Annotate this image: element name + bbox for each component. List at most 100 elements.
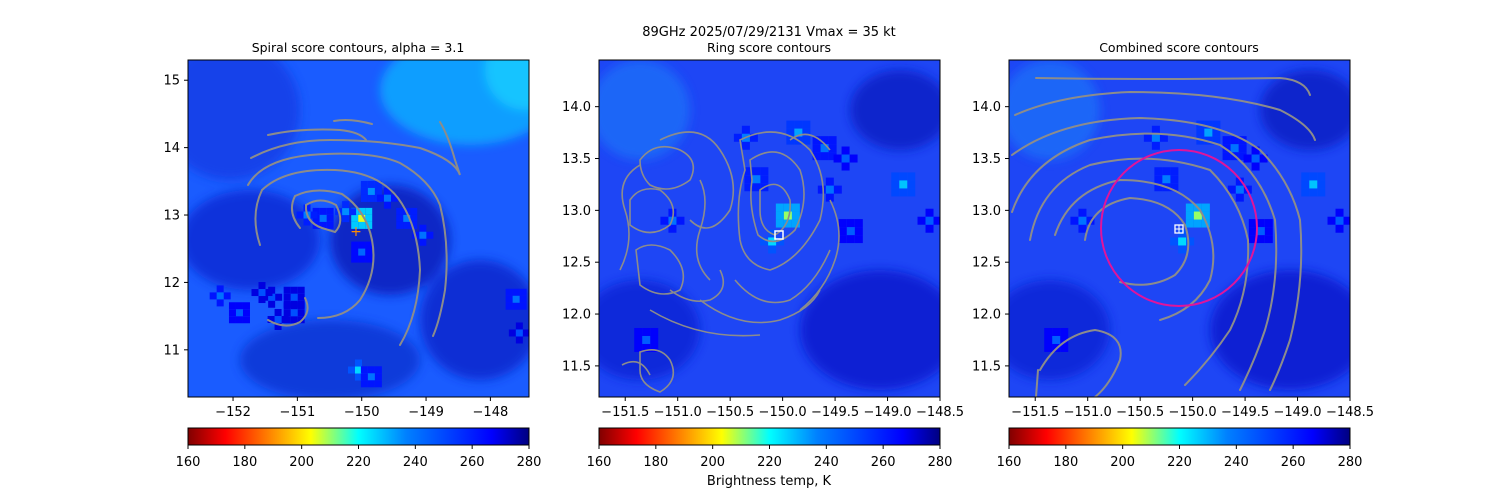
feature-cell <box>235 316 243 324</box>
figure-suptitle: 89GHz 2025/07/29/2131 Vmax = 35 kt <box>642 25 896 40</box>
feature-cell-cluster <box>360 366 382 388</box>
center-cross <box>1175 225 1183 233</box>
feature-cell <box>899 172 908 181</box>
y-tick-label: 12 <box>163 276 180 291</box>
feature-cell <box>1060 335 1069 344</box>
colorbar-tick-label: 220 <box>757 455 782 470</box>
feature-core <box>1335 216 1344 225</box>
colorbar-tick-label: 200 <box>289 455 314 470</box>
feature-cell <box>1060 327 1069 336</box>
feature-cell <box>749 133 758 142</box>
feature-core <box>383 194 391 202</box>
feature-cell <box>367 194 375 202</box>
feature-cell <box>838 219 847 228</box>
feature-cell-cluster <box>1044 327 1069 352</box>
x-tick-label: −149.5 <box>1221 405 1269 420</box>
feature-cell <box>1251 162 1260 171</box>
feature-cell <box>297 293 305 301</box>
feature-cell <box>786 128 795 137</box>
feature-cell <box>522 329 529 337</box>
feature-core <box>367 373 375 381</box>
feature-cell <box>1143 133 1152 142</box>
colorbar: 160 180 200 220 240 260 280 <box>176 427 541 470</box>
feature-cell-cluster <box>833 146 858 171</box>
feature-cell <box>650 343 659 352</box>
feature-cell <box>1317 188 1326 197</box>
feature-cell <box>854 227 863 236</box>
feature-cell <box>1256 219 1265 228</box>
x-tick-label: −150.5 <box>706 405 754 420</box>
feature-cell <box>360 373 368 381</box>
feature-cell <box>419 238 427 246</box>
x-tick-label: −150.0 <box>759 405 807 420</box>
feature-cell <box>760 167 769 176</box>
panel-combined: Combined score contours <box>972 40 1374 470</box>
feature-cell <box>1222 152 1231 161</box>
colorbar-tick-label: 240 <box>1224 455 1249 470</box>
feature-cell <box>854 219 863 228</box>
feature-core <box>358 214 366 222</box>
feature-cell <box>505 302 513 310</box>
feature-cell <box>374 373 382 381</box>
feature-cell <box>825 177 834 186</box>
feature-cell <box>1238 152 1247 161</box>
feature-cell-cluster <box>838 219 863 244</box>
feature-cell <box>933 216 940 225</box>
feature-cell <box>1052 327 1061 336</box>
feature-cell <box>833 154 842 163</box>
feature-core <box>752 175 761 184</box>
feature-core <box>846 227 855 236</box>
x-tick-label: −150 <box>344 405 380 420</box>
feature-cell <box>1235 177 1244 186</box>
feature-core <box>783 211 792 220</box>
feature-cell <box>242 309 250 317</box>
feature-cell <box>841 162 850 171</box>
axes: −151.5 −151.0 −150.5 −150.0 −149.5 −149.0 −148… <box>562 100 964 420</box>
feature-cell <box>744 167 753 176</box>
feature-cell <box>512 302 520 310</box>
plot-area <box>1009 60 1350 397</box>
feature-cell <box>1227 185 1236 194</box>
feature-core <box>268 293 276 301</box>
feature-cell <box>676 216 685 225</box>
feature-core <box>642 335 651 344</box>
feature-cell <box>1154 175 1163 184</box>
feature-cell <box>1196 136 1205 145</box>
feature-cell <box>360 180 368 188</box>
colorbar-tick-label: 160 <box>587 455 612 470</box>
feature-cell <box>1170 175 1179 184</box>
feature-cell <box>741 125 750 134</box>
feature-cell-cluster <box>283 286 305 308</box>
feature-cell <box>802 128 811 137</box>
feature-core <box>274 315 282 323</box>
feature-cell <box>1078 224 1087 233</box>
feature-cell <box>376 194 384 202</box>
feature-cell <box>1222 144 1231 153</box>
feature-cell <box>283 309 291 317</box>
feature-cell <box>505 288 513 296</box>
center-marker: + <box>350 224 362 240</box>
feature-cell <box>812 144 821 153</box>
feature-cell <box>634 343 643 352</box>
y-tick-label: 11 <box>163 343 180 358</box>
x-tick-label: −148 <box>473 405 509 420</box>
feature-cell <box>1248 227 1257 236</box>
feature-cell <box>1301 188 1310 197</box>
feature-cell <box>290 300 298 308</box>
feature-cell <box>786 120 795 129</box>
feature-cell <box>267 315 275 323</box>
feature-core <box>1251 154 1260 163</box>
feature-cell-cluster <box>817 177 842 202</box>
feature-cell <box>668 208 677 217</box>
feature-core <box>1193 211 1202 220</box>
feature-cell <box>515 322 523 330</box>
x-tick-label: −149.0 <box>1273 405 1321 420</box>
x-tick-label: −151.0 <box>654 405 702 420</box>
feature-cell <box>744 175 753 184</box>
feature-cell <box>1185 203 1194 212</box>
feature-cell <box>1235 193 1244 202</box>
feature-cell <box>1196 128 1205 137</box>
feature-cell <box>228 309 236 317</box>
colorbar-tick-label: 180 <box>232 455 257 470</box>
feature-cell <box>1301 180 1310 189</box>
